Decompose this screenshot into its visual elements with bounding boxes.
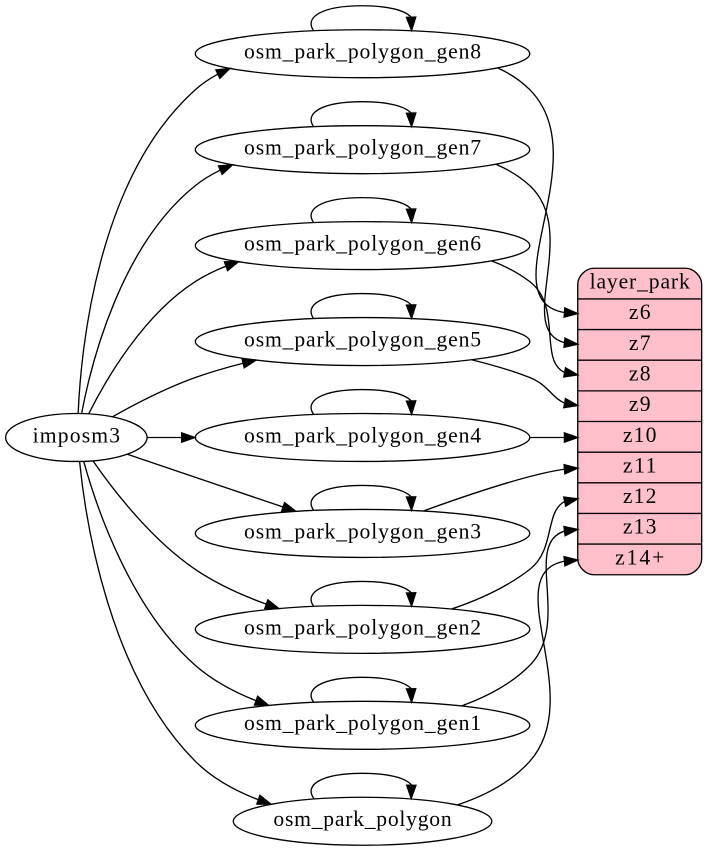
svg-text:z14+: z14+ [615,545,664,569]
svg-text:osm_park_polygon_gen4: osm_park_polygon_gen4 [244,423,481,447]
svg-text:osm_park_polygon_gen8: osm_park_polygon_gen8 [244,40,481,64]
svg-text:imposm3: imposm3 [33,423,120,447]
svg-text:z7: z7 [629,331,651,355]
svg-text:z13: z13 [623,515,657,539]
svg-text:layer_park: layer_park [590,270,690,294]
svg-text:osm_park_polygon_gen5: osm_park_polygon_gen5 [244,327,481,351]
svg-text:osm_park_polygon_gen1: osm_park_polygon_gen1 [244,711,481,735]
svg-text:z11: z11 [623,453,657,477]
svg-text:osm_park_polygon_gen3: osm_park_polygon_gen3 [244,519,481,543]
svg-text:z9: z9 [629,392,651,416]
svg-text:z10: z10 [623,423,657,447]
svg-text:osm_park_polygon_gen2: osm_park_polygon_gen2 [244,615,481,639]
svg-text:z12: z12 [623,484,657,508]
svg-text:osm_park_polygon_gen7: osm_park_polygon_gen7 [244,136,481,160]
svg-text:osm_park_polygon_gen6: osm_park_polygon_gen6 [244,232,481,256]
svg-text:z8: z8 [629,361,651,385]
svg-text:z6: z6 [629,300,651,324]
svg-text:osm_park_polygon: osm_park_polygon [273,807,451,831]
